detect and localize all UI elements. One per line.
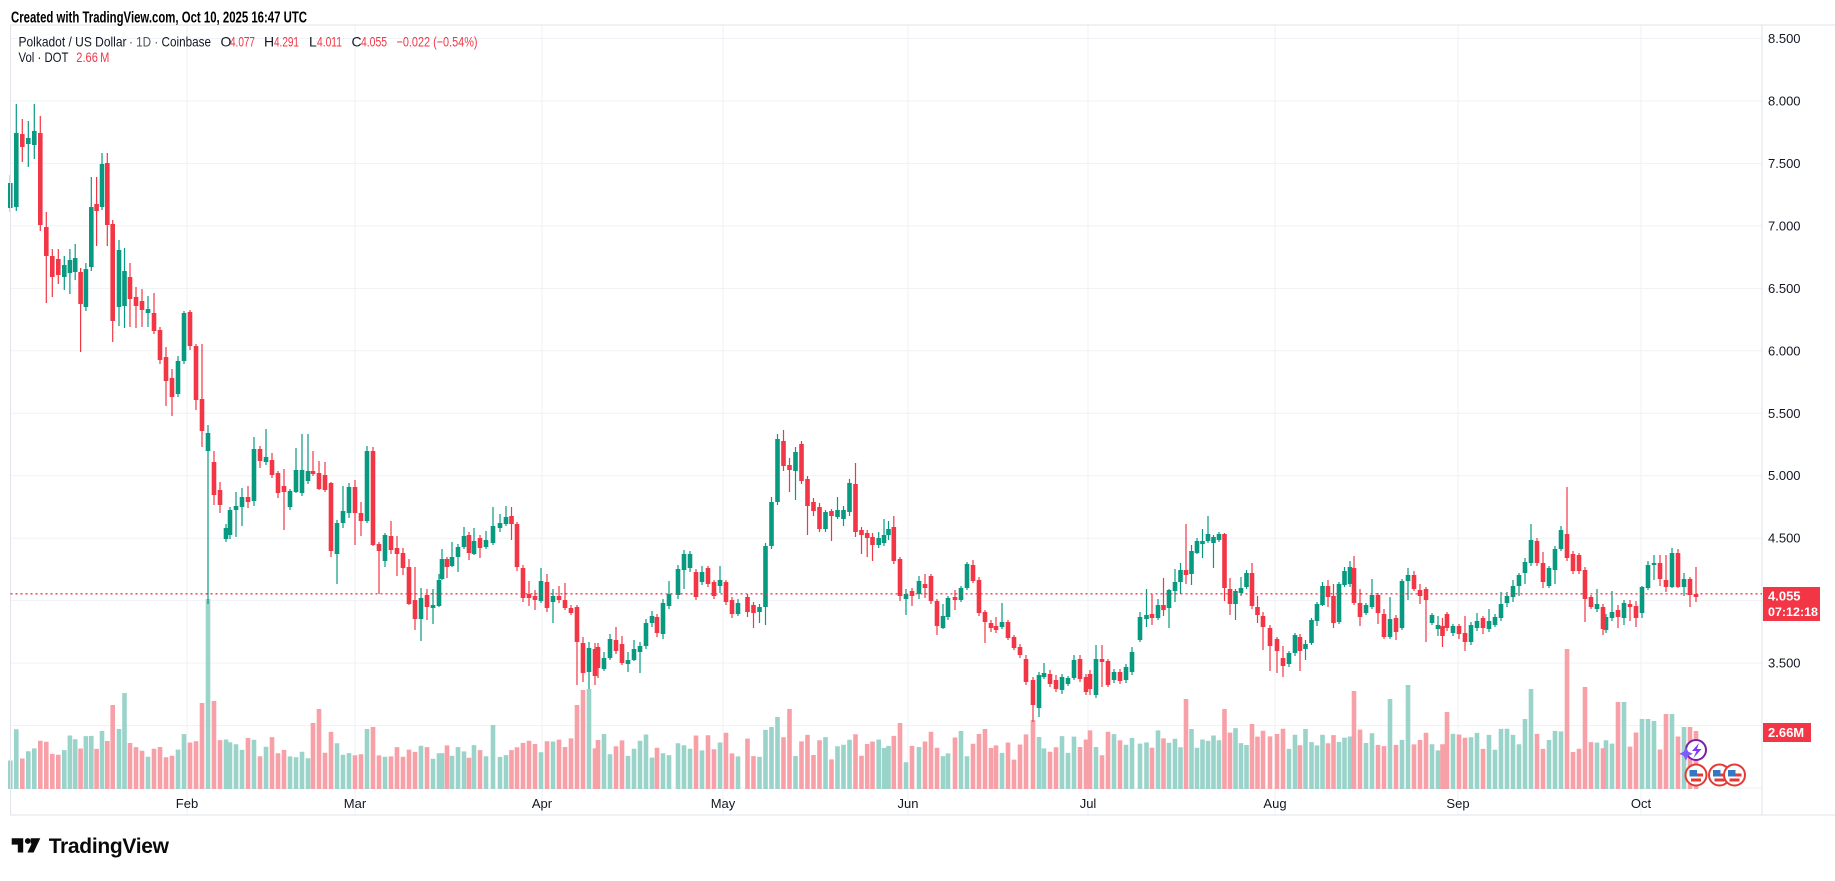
svg-text:5.000: 5.000	[1768, 468, 1801, 483]
svg-text:7.500: 7.500	[1768, 156, 1801, 171]
svg-text:Apr: Apr	[532, 796, 553, 811]
svg-text:2.66 M: 2.66 M	[76, 49, 109, 65]
svg-text:H: H	[264, 33, 274, 49]
svg-text:5.500: 5.500	[1768, 406, 1801, 421]
svg-text:Created with TradingView.com,: Created with TradingView.com, Oct 10, 20…	[11, 9, 307, 26]
svg-text:4.077: 4.077	[230, 33, 255, 49]
svg-text:−0.022 (−0.54%): −0.022 (−0.54%)	[397, 33, 478, 49]
svg-text:8.000: 8.000	[1768, 94, 1801, 109]
svg-text:4.055: 4.055	[1768, 589, 1801, 604]
svg-text:· 1D · Coinbase: · 1D · Coinbase	[129, 33, 211, 49]
svg-text:6.500: 6.500	[1768, 281, 1801, 296]
svg-text:4.291: 4.291	[274, 33, 299, 49]
svg-text:4.011: 4.011	[317, 33, 342, 49]
svg-text:Feb: Feb	[176, 796, 198, 811]
svg-text:4.500: 4.500	[1768, 531, 1801, 546]
svg-text:Jun: Jun	[898, 796, 919, 811]
svg-text:2.66M: 2.66M	[1768, 725, 1804, 740]
svg-text:O: O	[221, 33, 232, 49]
svg-text:6.000: 6.000	[1768, 343, 1801, 358]
svg-text:Jul: Jul	[1080, 796, 1097, 811]
svg-text:Aug: Aug	[1263, 796, 1286, 811]
svg-text:07:12:18: 07:12:18	[1768, 605, 1818, 619]
svg-text:8.500: 8.500	[1768, 31, 1801, 46]
svg-text:Polkadot / US Dollar: Polkadot / US Dollar	[19, 33, 127, 49]
svg-text:7.000: 7.000	[1768, 218, 1801, 233]
svg-text:L: L	[309, 33, 317, 49]
svg-text:Mar: Mar	[344, 796, 367, 811]
svg-text:May: May	[711, 796, 736, 811]
svg-text:4.055: 4.055	[361, 33, 387, 49]
svg-text:TradingView: TradingView	[49, 835, 170, 858]
svg-text:C: C	[352, 33, 362, 49]
svg-text:Vol · DOT: Vol · DOT	[19, 49, 69, 65]
svg-text:3.500: 3.500	[1768, 656, 1801, 671]
svg-text:Oct: Oct	[1631, 796, 1652, 811]
svg-text:Sep: Sep	[1446, 796, 1469, 811]
